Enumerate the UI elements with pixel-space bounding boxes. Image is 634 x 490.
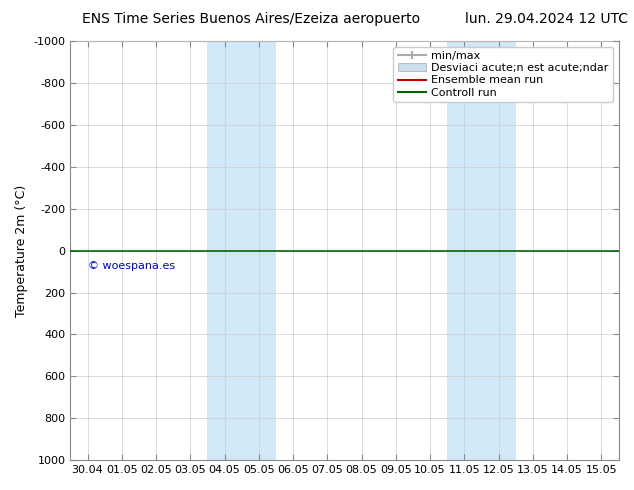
Text: lun. 29.04.2024 12 UTC: lun. 29.04.2024 12 UTC <box>465 12 628 26</box>
Text: ENS Time Series Buenos Aires/Ezeiza aeropuerto: ENS Time Series Buenos Aires/Ezeiza aero… <box>82 12 420 26</box>
Bar <box>447 41 481 460</box>
Legend: min/max, Desviaci acute;n est acute;ndar, Ensemble mean run, Controll run: min/max, Desviaci acute;n est acute;ndar… <box>393 47 613 102</box>
Bar <box>242 41 276 460</box>
Bar <box>481 41 516 460</box>
Text: © woespana.es: © woespana.es <box>87 261 175 271</box>
Y-axis label: Temperature 2m (°C): Temperature 2m (°C) <box>15 184 28 317</box>
Bar <box>207 41 242 460</box>
